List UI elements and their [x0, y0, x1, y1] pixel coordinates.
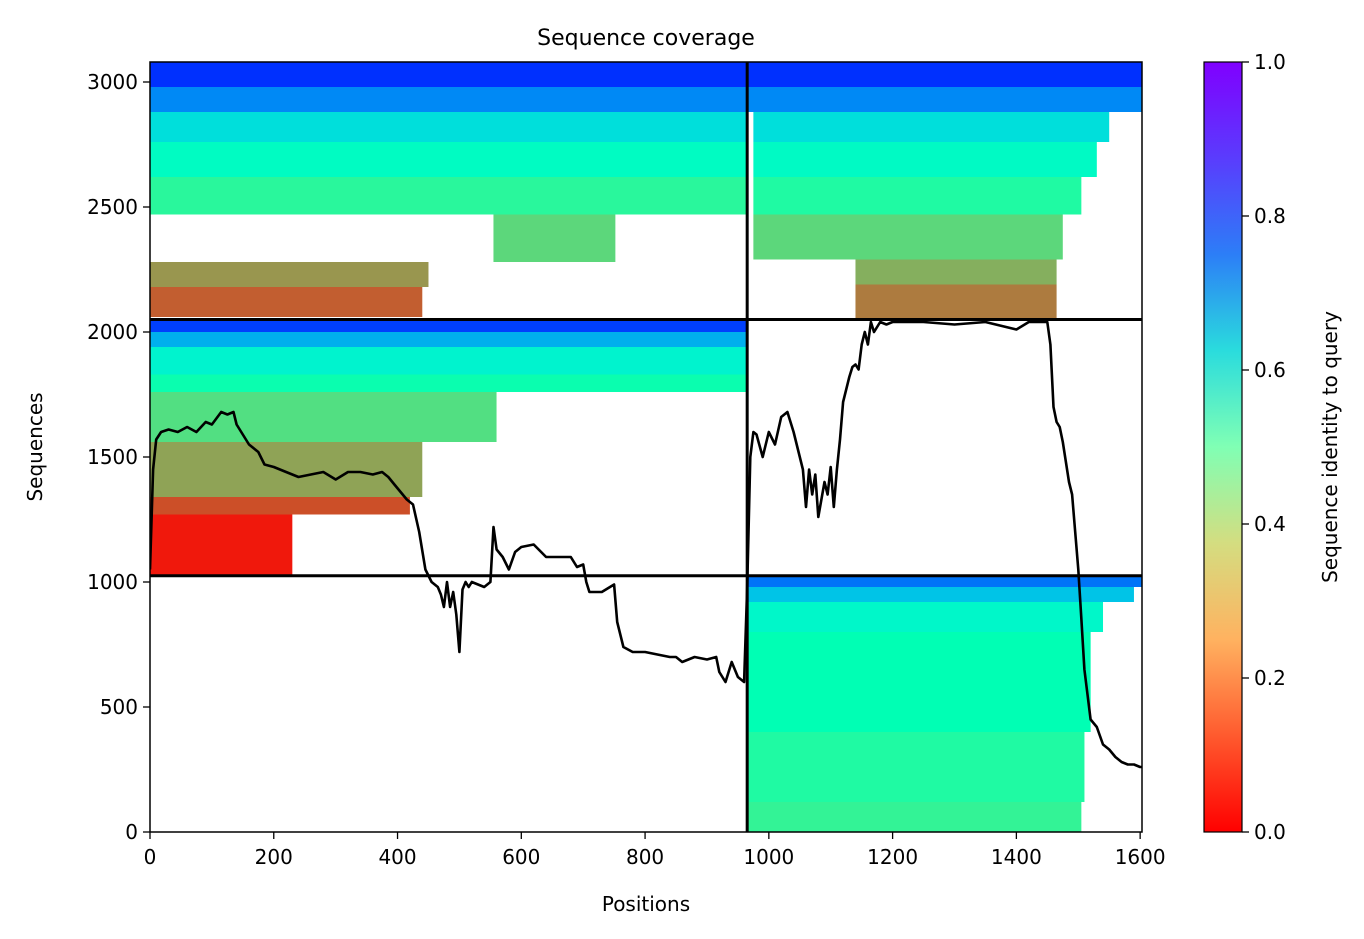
- x-axis-ticks: 0 200 400 600 800 1000 1200 1400 1600: [144, 832, 1166, 869]
- y-axis-ticks: 0 500 1000 1500 2000 2500 3000: [87, 70, 150, 844]
- coverage-line-group: [150, 320, 1142, 769]
- plot-frame: [149, 61, 1143, 833]
- heatmap-band: [150, 497, 410, 515]
- x-tick-label: 1000: [743, 845, 794, 869]
- heatmap-band: [753, 112, 1110, 142]
- colorbar-tick-label: 0.4: [1254, 512, 1286, 536]
- y-tick-label: 2500: [87, 195, 138, 219]
- x-tick-label: 1600: [1115, 845, 1166, 869]
- colorbar-tick-label: 0.6: [1254, 358, 1286, 382]
- heatmap-band: [150, 62, 748, 87]
- heatmap-band: [855, 284, 1057, 320]
- heatmap-band: [150, 87, 748, 112]
- y-tick-label: 1000: [87, 570, 138, 594]
- heatmap-band: [753, 142, 1097, 177]
- heatmap-band: [150, 262, 429, 287]
- heatmap-band: [150, 177, 748, 215]
- heatmap-band: [150, 514, 293, 576]
- heatmap-band: [747, 575, 1142, 587]
- colorbar-tick-label: 1.0: [1254, 50, 1286, 74]
- heatmap-band: [747, 802, 1082, 832]
- colorbar-ticks: 0.0 0.2 0.4 0.6 0.8 1.0: [1242, 50, 1286, 844]
- x-tick-label: 600: [502, 845, 540, 869]
- x-tick-label: 800: [626, 845, 664, 869]
- heatmap-band: [150, 392, 497, 442]
- x-tick-label: 0: [144, 845, 157, 869]
- heatmap-band: [150, 347, 748, 375]
- heatmap-band: [747, 602, 1104, 632]
- heatmap-bands: [150, 62, 1142, 832]
- x-tick-label: 200: [255, 845, 293, 869]
- heatmap-band: [747, 87, 1142, 112]
- heatmap-band: [747, 62, 1142, 87]
- y-tick-label: 500: [100, 695, 138, 719]
- heatmap-band: [747, 587, 1134, 602]
- x-tick-label: 1200: [867, 845, 918, 869]
- x-tick-label: 1400: [991, 845, 1042, 869]
- coverage-line: [150, 320, 1142, 769]
- colorbar-tick-label: 0.2: [1254, 666, 1286, 690]
- heatmap-band: [747, 732, 1085, 802]
- heatmap-band: [753, 177, 1082, 215]
- colorbar-tick-label: 0.0: [1254, 820, 1286, 844]
- heatmap-band: [747, 632, 1091, 732]
- chart-title: Sequence coverage: [537, 26, 755, 51]
- colorbar-label: Sequence identity to query: [1318, 311, 1342, 583]
- heatmap-band: [150, 442, 423, 497]
- y-tick-label: 3000: [87, 70, 138, 94]
- heatmap-band: [150, 287, 423, 317]
- heatmap-band: [150, 332, 748, 347]
- heatmap-band: [493, 214, 616, 262]
- y-tick-label: 0: [125, 820, 138, 844]
- heatmap-band: [150, 112, 748, 142]
- heatmap-band: [150, 319, 748, 332]
- x-axis-label: Positions: [602, 892, 690, 916]
- y-tick-label: 2000: [87, 320, 138, 344]
- heatmap-band: [855, 259, 1057, 285]
- colorbar-tick-label: 0.8: [1254, 204, 1286, 228]
- block-dividers: [150, 62, 1142, 832]
- colorbar: [1203, 61, 1243, 833]
- y-tick-label: 1500: [87, 445, 138, 469]
- heatmap-band: [150, 374, 748, 392]
- heatmap-band: [150, 142, 748, 177]
- heatmap-band: [753, 214, 1063, 260]
- x-tick-label: 400: [378, 845, 416, 869]
- y-axis-label: Sequences: [23, 392, 47, 501]
